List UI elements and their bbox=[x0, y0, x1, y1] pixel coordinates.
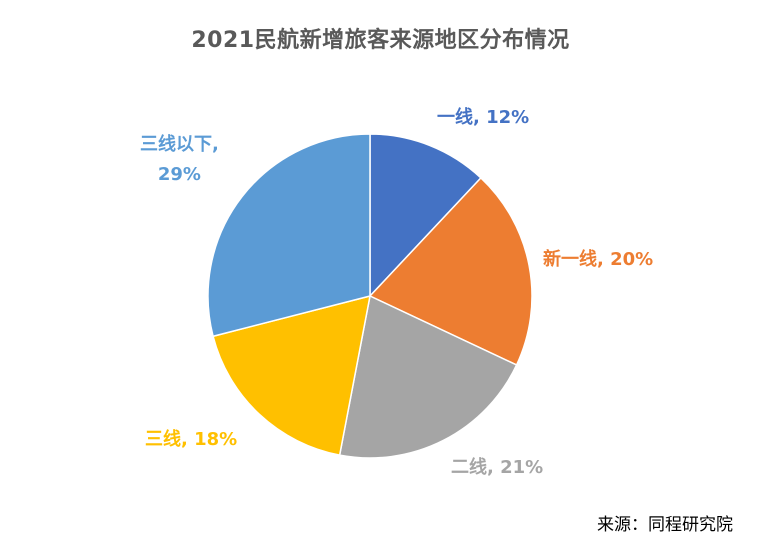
pie-slice-below-tier3 bbox=[207, 133, 371, 338]
chart-title: 2021民航新增旅客来源地区分布情况 bbox=[191, 28, 570, 53]
slice-label-tier3: 三线, 18% bbox=[145, 425, 237, 455]
slice-label-tier1-text: 一线, 12% bbox=[437, 107, 530, 128]
pie-slice-tier1 bbox=[369, 133, 482, 298]
slice-label-below-tier3-line2: 29% bbox=[157, 164, 201, 185]
pie-slice-new-tier1 bbox=[368, 176, 533, 366]
slice-label-below-tier3: 三线以下, 29% bbox=[140, 130, 219, 190]
slice-label-tier1: 一线, 12% bbox=[437, 103, 529, 133]
slice-label-below-tier3-line1: 三线以下, bbox=[140, 134, 219, 155]
pie-slice-tier2 bbox=[338, 294, 518, 459]
slice-label-tier2: 二线, 21% bbox=[451, 453, 543, 483]
slice-label-new-tier1-text: 新一线, 20% bbox=[543, 249, 654, 270]
slice-label-new-tier1: 新一线, 20% bbox=[543, 245, 653, 275]
slice-label-tier3-text: 三线, 18% bbox=[145, 429, 238, 450]
pie-slice-tier3 bbox=[212, 294, 371, 457]
slice-label-tier2-text: 二线, 21% bbox=[451, 457, 544, 478]
source-note: 来源：同程研究院 bbox=[597, 515, 733, 535]
